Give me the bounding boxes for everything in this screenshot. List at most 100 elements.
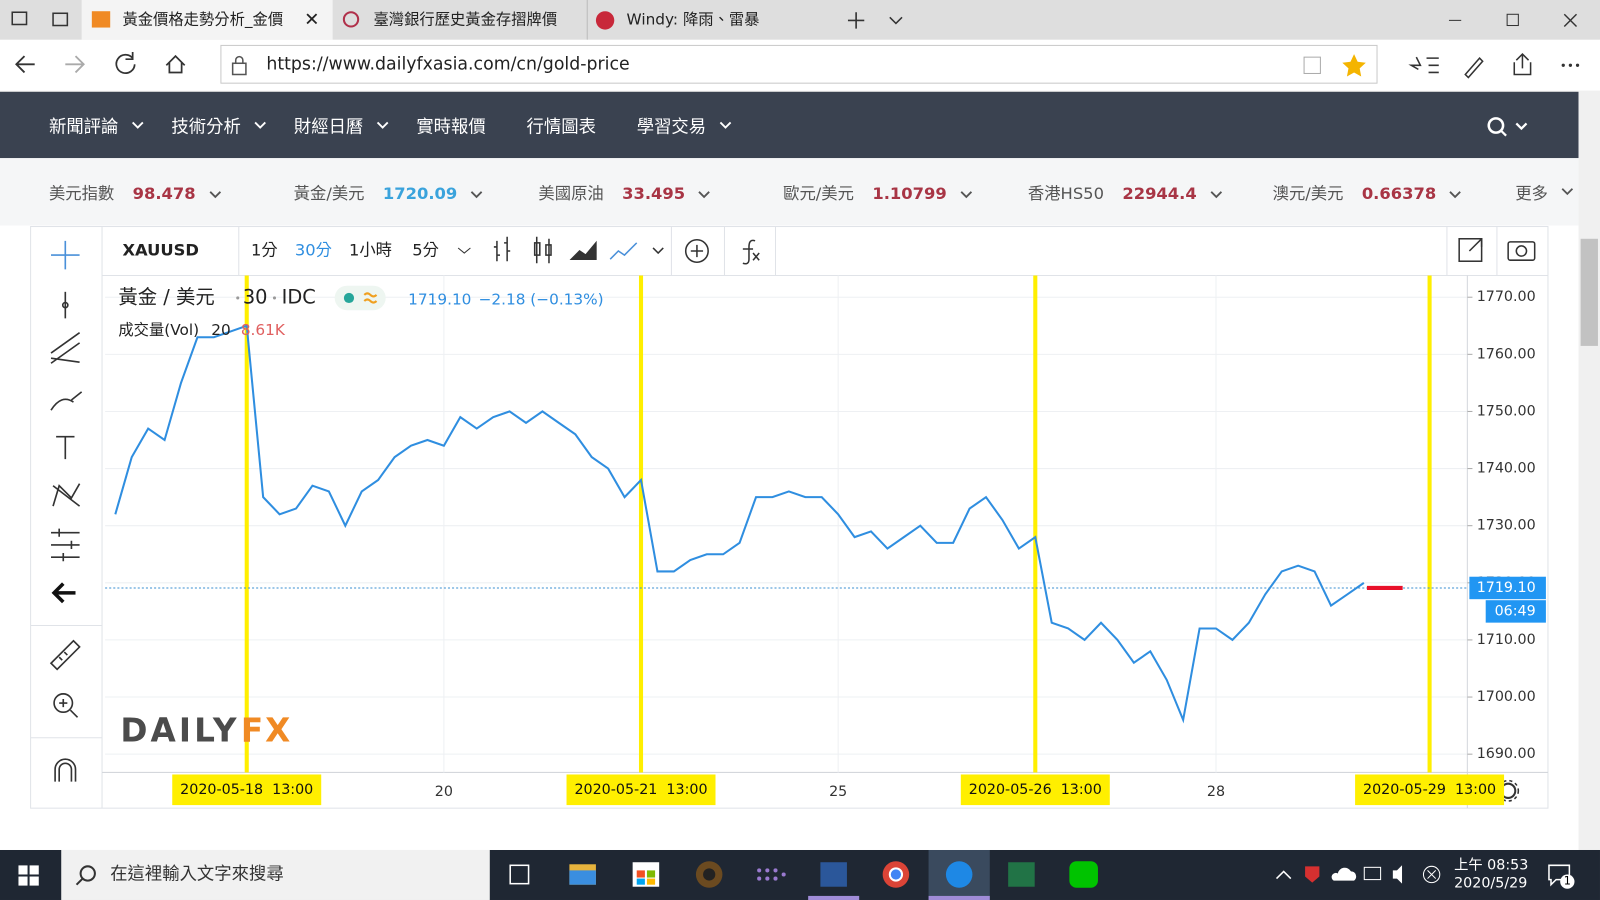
interval-button[interactable]: 30分 — [295, 241, 332, 260]
dropdown-chevron — [1210, 190, 1222, 198]
chevron — [1449, 190, 1462, 198]
y-tick-label: 1770.00 — [1477, 289, 1536, 305]
ticker-value: 33.495 — [622, 183, 686, 204]
dropdown-chevron — [698, 190, 711, 198]
nav-item[interactable]: 學習交易 — [636, 117, 707, 138]
ticker-name: 黃金/美元 — [293, 183, 365, 204]
favicon — [91, 11, 111, 28]
site-nav: 新聞評論 技術分析 財經日曆 實時報價 行情圖表 學習交易 — [0, 91, 1579, 159]
tab[interactable]: Windy: 降雨、雷暴 — [586, 0, 833, 40]
scroll-thumb[interactable] — [1580, 238, 1598, 346]
interval-button[interactable]: 1小時 — [349, 241, 392, 260]
toolbar-icons[interactable] — [1398, 40, 1600, 91]
chart-frame — [30, 226, 1549, 809]
clock-time: 上午 08:53 — [1454, 857, 1529, 874]
chevron — [1210, 190, 1222, 198]
tab-title: Windy: 降雨、雷暴 — [626, 10, 760, 29]
chevron — [1561, 188, 1574, 196]
ticker[interactable]: 美國原油 33.495 — [538, 180, 783, 204]
ticker-value: 1.10799 — [872, 183, 947, 204]
dropdown-chevron — [254, 121, 266, 129]
scrollbar[interactable] — [1578, 90, 1600, 850]
interval-dropdown[interactable] — [457, 247, 471, 254]
url-box[interactable]: https://www.dailyfxasia.com/cn/gold-pric… — [220, 44, 1378, 84]
ticker[interactable]: 美元指數 98.478 — [49, 180, 294, 204]
start-button[interactable] — [18, 865, 40, 886]
status-dot — [343, 292, 355, 304]
taskbar-search[interactable]: 在這裡輸入文字來搜尋 — [61, 849, 490, 900]
nav-item[interactable]: 技術分析 — [171, 117, 241, 138]
chevron — [470, 190, 483, 198]
volume-period: 20 — [211, 321, 230, 339]
chevron — [719, 121, 732, 129]
nav-buttons[interactable] — [0, 40, 220, 91]
y-tick-label: 1690.00 — [1477, 746, 1536, 762]
tab-icons[interactable] — [0, 0, 82, 40]
interval-button[interactable]: 5分 — [412, 241, 439, 260]
x-tick-label: 2020-05-21 13:00 — [574, 782, 707, 798]
ticker-value: 1720.09 — [382, 183, 458, 204]
volume-name: 成交量(Vol) — [118, 321, 199, 339]
x-tick-label: 20 — [435, 784, 453, 800]
taskbar: 在這裡輸入文字來搜尋 上午 08:53 2020/5/29 1 — [0, 849, 1600, 900]
ticker[interactable]: 澳元/美元 0.66378 — [1273, 180, 1518, 204]
url[interactable]: https://www.dailyfxasia.com/cn/gold-pric… — [266, 54, 630, 75]
tab-close[interactable]: ✕ — [304, 9, 320, 31]
chevron — [254, 121, 266, 129]
date-marker-box — [960, 774, 1110, 806]
nav-item[interactable]: 新聞評論 — [48, 117, 119, 138]
chart-style-icons[interactable] — [493, 236, 1536, 265]
volume-value: 8.61K — [241, 321, 286, 339]
legend-change: −2.18 (−0.13%) — [479, 290, 604, 308]
legend-price: 1719.10 — [408, 290, 471, 308]
y-tick-label: 1710.00 — [1477, 632, 1536, 648]
window-controls[interactable] — [837, 0, 1600, 40]
legend-interval: 30 — [243, 285, 268, 308]
chevron — [960, 190, 972, 198]
y-tick-label: 1750.00 — [1477, 403, 1536, 419]
date-marker-box — [566, 774, 716, 806]
legend-title: 黃金 / 美元 — [118, 285, 214, 308]
nav-item[interactable]: 財經日曆 — [293, 117, 364, 138]
price-badge-label: 1719.10 — [1477, 580, 1536, 596]
legend-dot — [272, 296, 277, 300]
nav-item[interactable]: 行情圖表 — [526, 117, 596, 138]
url-icons[interactable] — [1298, 52, 1375, 79]
y-tick-label: 1730.00 — [1477, 518, 1536, 534]
ticker-name: 美元指數 — [48, 183, 115, 204]
watermark: DAILY — [120, 712, 239, 750]
tab[interactable]: 臺灣銀行歷史黃金存摺牌價 — [337, 0, 582, 40]
system-tray[interactable] — [1270, 850, 1443, 900]
chart-widget: XAUUSD 1分 30分 1小時 5分 1690.00 1700.00 1710.00 17… — [30, 226, 1549, 809]
ticker-value: 0.66378 — [1361, 183, 1437, 204]
tab[interactable]: 黃金價格走勢分析_金價 ✕ — [81, 0, 333, 40]
notification-icon[interactable] — [1546, 860, 1577, 891]
ticker[interactable]: 黃金/美元 1720.09 — [294, 180, 539, 204]
tab-title: 黃金價格走勢分析_金價 — [122, 10, 284, 29]
interval-button[interactable]: 1分 — [251, 241, 278, 260]
ticker-more[interactable]: 更多 — [1515, 183, 1548, 204]
dropdown-chevron — [960, 190, 972, 198]
x-tick-label: 28 — [1207, 784, 1225, 800]
countdown-badge — [1485, 600, 1546, 623]
address-bar: https://www.dailyfxasia.com/cn/gold-pric… — [0, 39, 1600, 92]
y-tick-label: 1760.00 — [1477, 346, 1536, 362]
ticker-value: 22944.4 — [1122, 183, 1197, 204]
search-placeholder: 在這裡輸入文字來搜尋 — [110, 864, 284, 885]
drawing-tools[interactable] — [49, 240, 83, 782]
taskbar-apps[interactable] — [500, 849, 1133, 900]
countdown-label: 06:49 — [1495, 603, 1536, 619]
ticker-value: 98.478 — [132, 183, 196, 204]
search-icon[interactable] — [1482, 112, 1533, 141]
price-badge — [1469, 576, 1546, 600]
price-line — [114, 324, 1365, 724]
dropdown-chevron — [132, 121, 144, 129]
status-wave — [363, 292, 378, 304]
chevron — [209, 190, 221, 198]
ticker[interactable]: 香港HS50 22944.4 — [1028, 180, 1273, 204]
tab-bar: 黃金價格走勢分析_金價 ✕ 臺灣銀行歷史黃金存摺牌價 Windy: 降雨、雷暴 — [0, 0, 1600, 40]
ticker[interactable]: 歐元/美元 1.10799 — [783, 180, 1028, 204]
symbol[interactable]: XAUUSD — [122, 241, 198, 260]
nav-item[interactable]: 實時報價 — [416, 117, 486, 138]
ticker-name: 美國原油 — [538, 183, 604, 204]
